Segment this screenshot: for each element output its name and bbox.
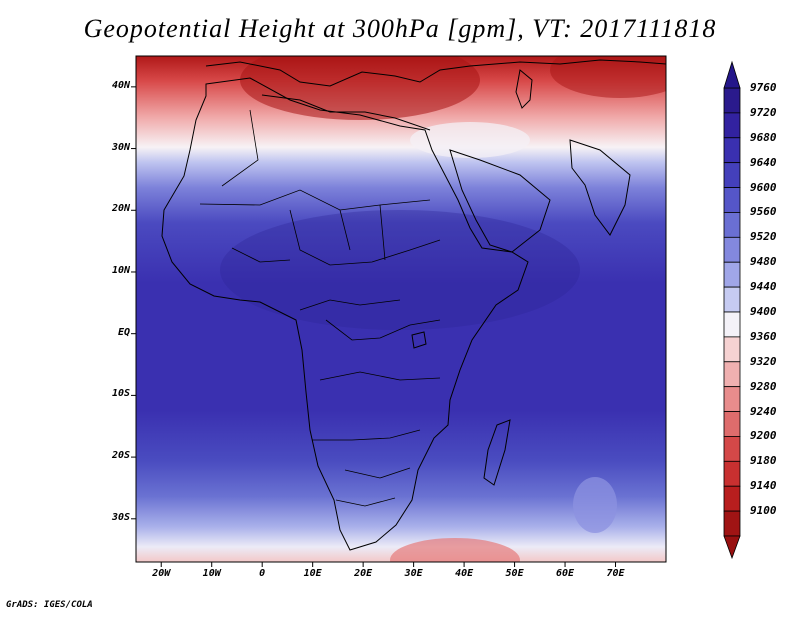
height-field — [136, 56, 666, 562]
colorbar-swatch — [723, 436, 741, 462]
lat-label-20s: 20S — [111, 450, 130, 462]
height-field-background — [136, 56, 666, 562]
lat-label-20n: 20N — [111, 203, 130, 215]
colorbar-swatch — [723, 87, 741, 114]
colorbar-label: 9200 — [750, 429, 777, 443]
colorbar-swatch — [723, 112, 741, 139]
colorbar-label: 9240 — [750, 404, 777, 418]
colorbar-swatch — [723, 187, 741, 213]
lat-label-30s: 30S — [111, 511, 130, 523]
colorbar-label: 9680 — [750, 130, 777, 144]
longitude-ticks — [160, 562, 617, 567]
colorbar-swatch — [723, 510, 741, 537]
africa-outline — [161, 77, 529, 551]
colorbar-swatch — [723, 361, 741, 388]
lat-label-10n: 10N — [111, 264, 130, 276]
colorbar-label: 9140 — [750, 479, 777, 493]
colorbar-top-arrow — [723, 60, 741, 89]
lat-label-eq: EQ — [117, 326, 130, 338]
colorbar-label: 9400 — [750, 305, 777, 318]
colorbar-label: 9520 — [750, 230, 777, 244]
low-height-core-north — [240, 56, 480, 120]
lon-label-60e: 60E — [556, 568, 575, 579]
blue-pocket-indian-ocean — [573, 477, 617, 533]
map-title: Geopotential Height at 300hPa [gpm], VT:… — [83, 14, 717, 43]
colorbar-swatch — [723, 137, 741, 164]
madagascar-outline — [483, 419, 511, 486]
credit-text: GrADS: IGES/COLA — [6, 600, 93, 610]
colorbar-swatch — [723, 236, 741, 263]
lon-label-10e: 10E — [303, 568, 322, 579]
colorbar-label: 9480 — [750, 255, 777, 269]
white-band-patch — [410, 122, 530, 158]
plot-frame — [135, 55, 667, 563]
mediterranean-coast — [261, 94, 431, 131]
low-height-core-northeast — [550, 56, 666, 98]
colorbar-label: 9560 — [750, 205, 777, 219]
colorbar-label: 9360 — [750, 329, 777, 343]
colorbar-label: 9100 — [750, 504, 777, 518]
colorbar-swatch — [723, 162, 741, 188]
colorbar-swatch — [723, 311, 741, 338]
lat-label-30n: 30N — [111, 141, 130, 153]
colorbar-label: 9440 — [750, 280, 777, 294]
colorbar-swatch — [723, 485, 741, 512]
high-height-core — [220, 210, 580, 330]
colorbar-swatch — [723, 386, 741, 412]
europe-outline — [205, 59, 666, 87]
colorbar-swatch — [723, 261, 741, 288]
colorbar-swatch — [723, 286, 741, 313]
india-outline — [569, 139, 631, 236]
colorbar-swatch — [723, 460, 741, 487]
colorbar-swatch — [723, 212, 741, 238]
colorbar-label: 9280 — [750, 379, 777, 393]
lon-label-0: 0 — [259, 568, 266, 579]
colorbar-swatch — [723, 336, 741, 363]
lat-label-40n: 40N — [111, 79, 130, 91]
colorbar-label: 9760 — [750, 81, 777, 94]
internal-borders — [199, 109, 441, 507]
lon-label-30e: 30E — [404, 568, 423, 579]
colorbar-label: 9640 — [750, 155, 777, 169]
colorbar-label: 9600 — [750, 180, 777, 194]
colorbar-swatch — [723, 411, 741, 437]
coastline-borders — [161, 59, 666, 551]
colorbar-label: 9320 — [750, 354, 777, 368]
caspian-sea — [515, 69, 533, 109]
lake-victoria — [411, 331, 427, 349]
colorbar-label: 9180 — [750, 454, 777, 468]
colorbar-label: 9720 — [750, 105, 777, 119]
lon-label-40e: 40E — [455, 568, 474, 579]
lon-label-70e: 70E — [606, 568, 625, 579]
lon-label-20w: 20W — [152, 568, 171, 579]
lon-label-20e: 20E — [354, 568, 373, 579]
latitude-ticks — [131, 86, 136, 520]
colorbar-bottom-arrow — [723, 535, 741, 560]
low-height-south — [390, 538, 520, 562]
lat-label-10s: 10S — [111, 388, 130, 400]
lon-label-10w: 10W — [202, 568, 221, 579]
arabian-peninsula-outline — [449, 149, 551, 253]
colorbar — [723, 60, 741, 560]
lon-label-50e: 50E — [505, 568, 524, 579]
